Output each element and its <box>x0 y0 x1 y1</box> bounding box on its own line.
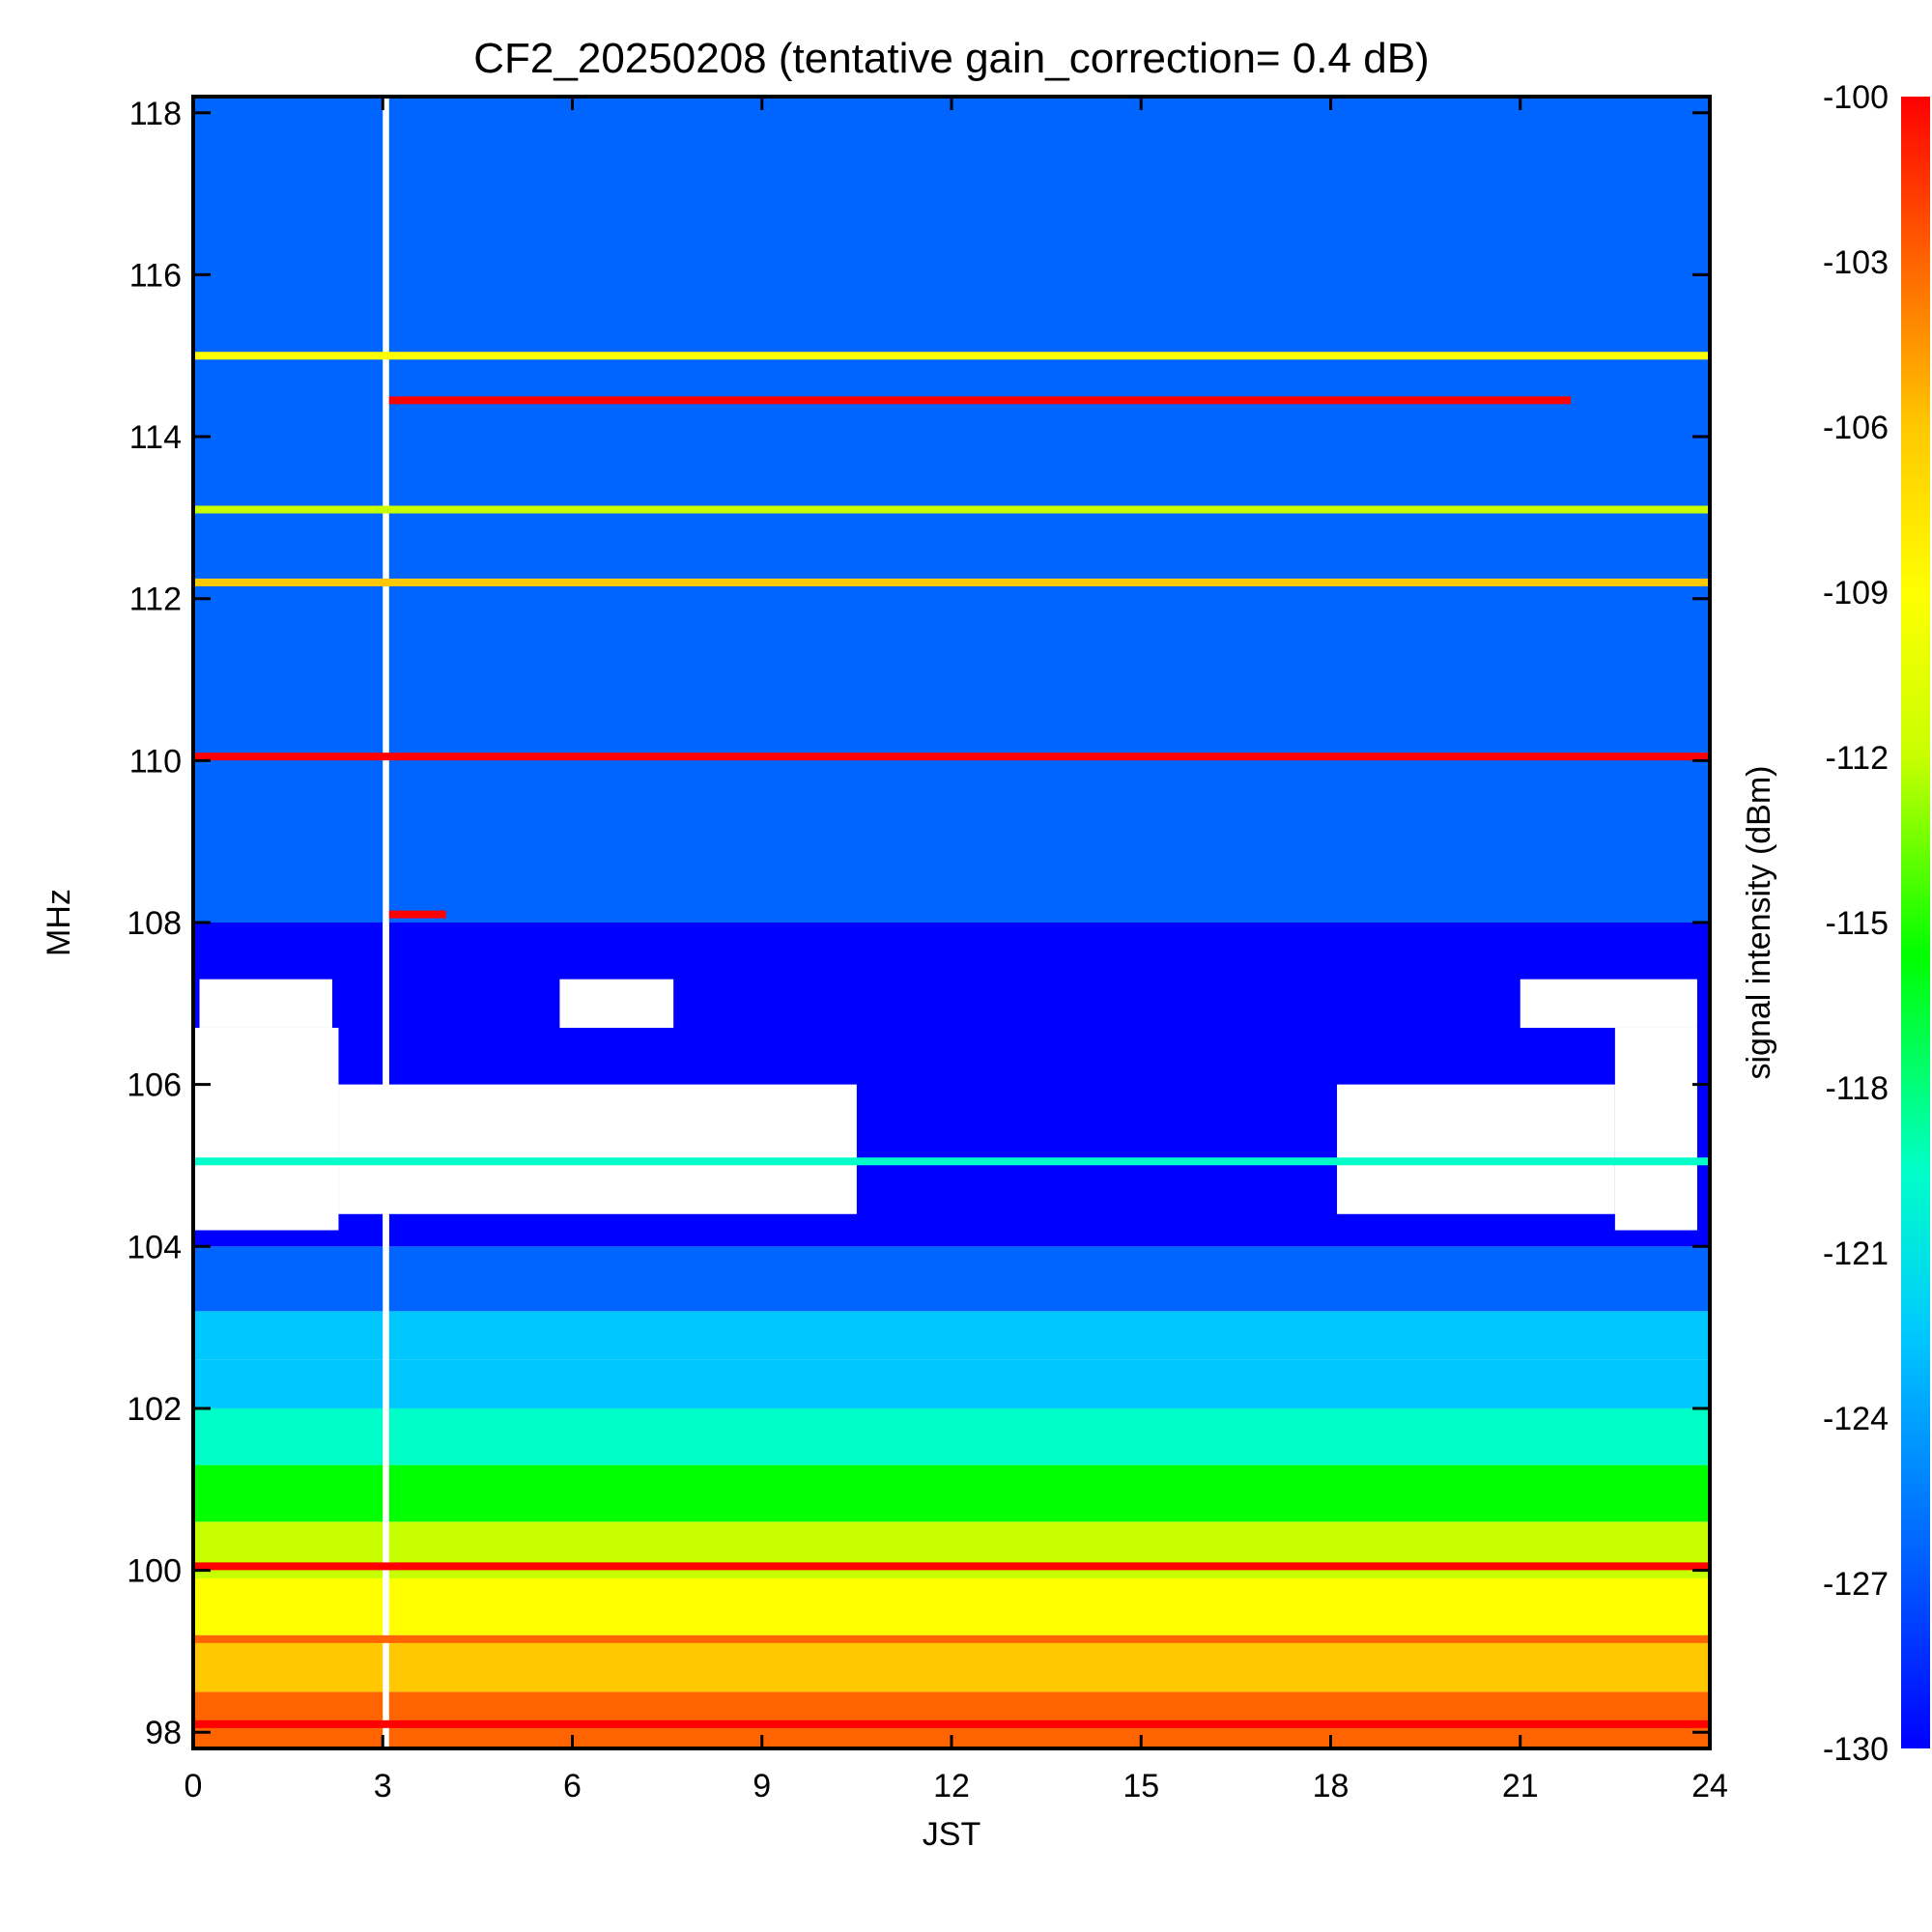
y-tick-label: 102 <box>127 1391 182 1428</box>
background-band <box>193 1246 1710 1312</box>
colorbar-tick-label: -121 <box>1823 1236 1889 1272</box>
y-tick-label: 104 <box>127 1229 182 1265</box>
y-axis-ticks: 98 100 102 104 106 108 110 112 114 116 118 <box>127 96 1710 1751</box>
data-gap <box>1337 1084 1615 1214</box>
colorbar-tick-label: -118 <box>1825 1070 1889 1107</box>
y-tick-label: 118 <box>129 96 182 132</box>
background-band <box>193 1634 1710 1692</box>
colorbar-tick-label: -106 <box>1823 410 1889 446</box>
signal-line <box>193 1634 1710 1643</box>
colorbar <box>1901 97 1930 1748</box>
y-axis-label: MHz <box>41 889 77 956</box>
chart-title: CF2_20250208 (tentative gain_correction=… <box>473 35 1429 82</box>
signal-line <box>193 1157 1710 1166</box>
y-tick-label: 112 <box>129 582 182 618</box>
background-band <box>193 1464 1710 1522</box>
data-gap <box>199 979 332 1028</box>
data-gap <box>1520 979 1697 1028</box>
colorbar-tick-label: -130 <box>1823 1731 1889 1768</box>
y-tick-label: 116 <box>129 257 182 294</box>
colorbar-ticks: -100 -103 -106 -109 -112 -115 -118 -121 -124 -127… <box>1823 79 1889 1768</box>
signal-line <box>193 578 1710 586</box>
background-band <box>193 1407 1710 1465</box>
signal-line <box>388 396 1572 405</box>
signal-line <box>388 910 446 919</box>
x-tick-label: 15 <box>1122 1768 1159 1804</box>
x-axis-label: JST <box>923 1816 980 1853</box>
x-tick-label: 9 <box>753 1768 771 1804</box>
y-tick-label: 100 <box>127 1553 182 1590</box>
colorbar-tick-label: -109 <box>1823 575 1889 611</box>
background-band <box>193 1359 1710 1408</box>
y-tick-label: 110 <box>129 743 182 780</box>
y-tick-label: 114 <box>129 419 182 456</box>
data-gap <box>383 97 389 1748</box>
x-tick-label: 3 <box>374 1768 392 1804</box>
x-tick-label: 6 <box>563 1768 582 1804</box>
y-tick-label: 98 <box>145 1715 182 1751</box>
data-gap <box>1614 1027 1697 1231</box>
x-tick-label: 18 <box>1313 1768 1350 1804</box>
colorbar-tick-label: -112 <box>1825 740 1889 777</box>
signal-line <box>193 505 1710 514</box>
background-band <box>193 1311 1710 1360</box>
colorbar-tick-label: -103 <box>1823 244 1889 281</box>
colorbar-tick-label: -115 <box>1825 905 1889 942</box>
signal-line <box>193 753 1710 761</box>
data-gap <box>193 1027 339 1231</box>
data-gap <box>559 979 674 1028</box>
x-tick-label: 24 <box>1691 1768 1728 1804</box>
signal-line <box>193 352 1710 360</box>
heatmap-layer <box>193 97 1710 1748</box>
x-tick-label: 12 <box>933 1768 970 1804</box>
colorbar-label: signal intensity (dBm) <box>1741 765 1777 1079</box>
y-tick-label: 108 <box>127 905 182 942</box>
signal-line <box>193 1719 1710 1728</box>
colorbar-tick-label: -124 <box>1823 1401 1889 1437</box>
background-band <box>193 1577 1710 1635</box>
y-tick-label: 106 <box>127 1067 182 1104</box>
colorbar-tick-label: -100 <box>1823 79 1889 116</box>
data-gap <box>338 1084 857 1214</box>
x-axis-ticks: 0 3 6 9 12 15 18 21 24 <box>185 97 1728 1804</box>
signal-line <box>193 1562 1710 1571</box>
x-tick-label: 0 <box>185 1768 203 1804</box>
x-tick-label: 21 <box>1502 1768 1539 1804</box>
colorbar-tick-label: -127 <box>1823 1566 1889 1603</box>
